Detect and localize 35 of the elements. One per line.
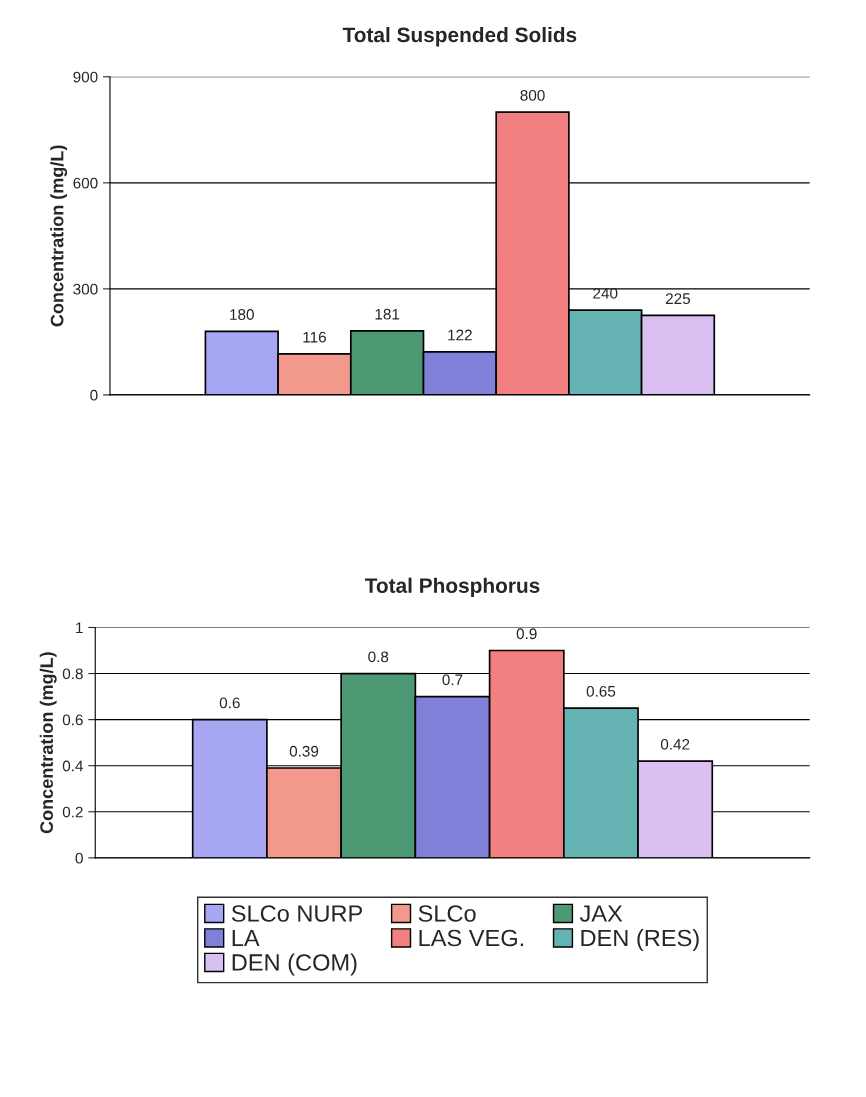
y-tick-label: 0.4	[62, 760, 84, 772]
legend-label: LAS VEG.	[419, 929, 524, 947]
data-label: 240	[593, 287, 618, 299]
y-tick-label: 0.8	[62, 668, 83, 680]
legend-label: SLCo NURP	[231, 905, 363, 922]
data-label: 122	[448, 329, 472, 341]
data-label: 180	[230, 309, 254, 320]
data-label: 0.9	[516, 628, 537, 640]
y-tick-label: 900	[73, 71, 98, 83]
data-label: 800	[520, 89, 545, 101]
legend-label: SLCo	[418, 905, 476, 922]
y-axis-title: Concentration (mg/L)	[39, 652, 57, 834]
data-label: 0.42	[660, 738, 690, 750]
y-tick-label: 0	[90, 389, 98, 401]
legend-label: JAX	[579, 905, 623, 922]
y-tick-label: 300	[73, 283, 98, 295]
data-label: 181	[375, 308, 400, 320]
y-axis-title: Concentration (mg/L)	[50, 145, 68, 327]
y-tick-label: 0.2	[62, 806, 83, 818]
legend-label: DEN (RES)	[581, 929, 699, 952]
data-label: 0.39	[289, 745, 319, 757]
data-label: 0.7	[442, 674, 463, 686]
legend-label: DEN (COM)	[232, 953, 357, 976]
y-tick-label: 0	[75, 852, 83, 864]
y-tick-label: 1	[76, 622, 83, 634]
legend-label: LA	[232, 929, 260, 947]
data-label: 0.6	[219, 697, 240, 709]
data-label: 0.8	[368, 651, 389, 663]
y-tick-label: 0.6	[62, 714, 83, 726]
y-tick-label: 600	[73, 177, 98, 189]
data-label: 116	[303, 331, 326, 343]
chart-title: Total Phosphorus	[364, 577, 540, 598]
chart-title: Total Suspended Solids	[342, 26, 577, 47]
data-label: 0.65	[586, 685, 616, 697]
data-label: 225	[665, 293, 691, 305]
